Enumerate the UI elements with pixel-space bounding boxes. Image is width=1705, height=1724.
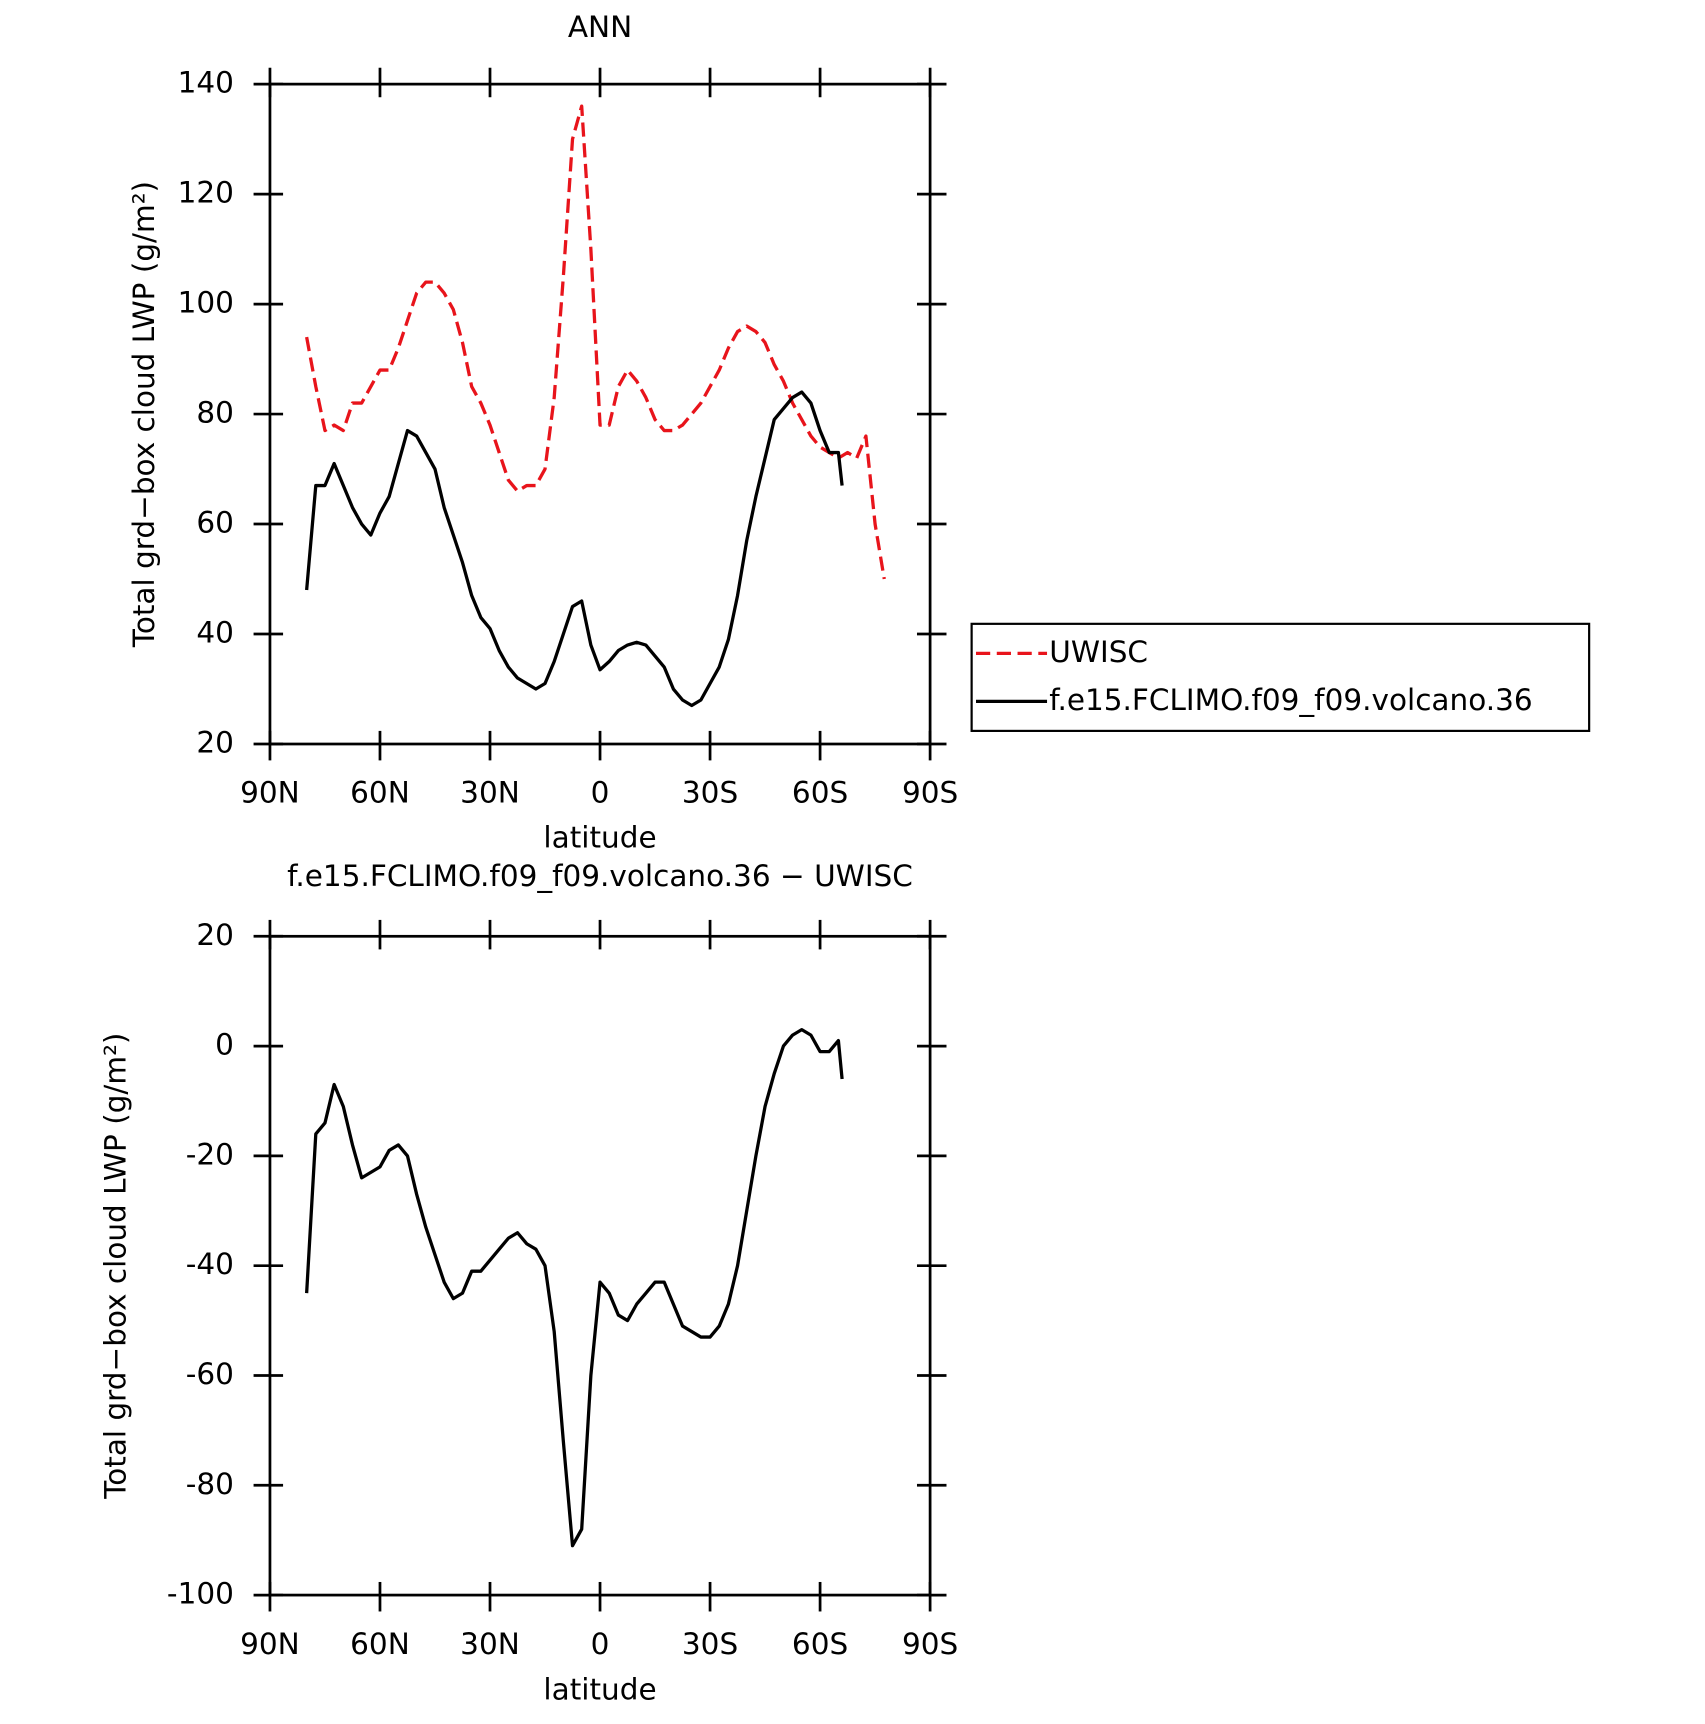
chart-title: ANN <box>568 10 632 44</box>
y-tick-label: 100 <box>178 286 234 320</box>
y-tick-label: 20 <box>196 918 234 952</box>
y-axis-label: Total grd−box cloud LWP (g/m²) <box>98 1033 132 1500</box>
x-tick-label: 60N <box>350 1627 410 1661</box>
legend-box <box>970 622 1591 732</box>
y-tick-label: 20 <box>196 726 234 760</box>
legend-label: UWISC <box>1049 635 1148 669</box>
x-axis-label: latitude <box>543 821 656 855</box>
y-tick-label: 80 <box>196 396 234 430</box>
y-tick-label: 120 <box>178 176 234 210</box>
data-line <box>305 104 886 580</box>
y-tick-label: -80 <box>186 1467 234 1501</box>
x-tick-label: 0 <box>591 1627 610 1661</box>
plot-frame <box>268 934 932 1597</box>
x-tick-label: 60N <box>350 776 410 810</box>
y-tick-label: 140 <box>178 66 234 100</box>
x-tick-label: 90N <box>240 776 300 810</box>
x-tick-label: 90S <box>902 1627 958 1661</box>
chart-title: f.e15.FCLIMO.f09_f09.volcano.36 − UWISC <box>287 859 913 893</box>
x-tick-label: 60S <box>792 776 848 810</box>
data-line <box>305 1027 844 1548</box>
x-tick-label: 30S <box>682 1627 738 1661</box>
x-tick-label: 30N <box>460 776 520 810</box>
x-tick-label: 30S <box>682 776 738 810</box>
y-tick-label: 40 <box>196 616 234 650</box>
y-tick-label: -100 <box>167 1577 234 1611</box>
y-tick-label: 60 <box>196 506 234 540</box>
x-tick-label: 90N <box>240 1627 300 1661</box>
x-axis-label: latitude <box>543 1673 656 1707</box>
y-tick-label: -20 <box>186 1137 234 1171</box>
legend-label: f.e15.FCLIMO.f09_f09.volcano.36 <box>1049 683 1532 717</box>
data-line <box>305 390 844 708</box>
y-tick-label: 0 <box>215 1028 234 1062</box>
x-tick-label: 0 <box>591 776 610 810</box>
x-tick-label: 90S <box>902 776 958 810</box>
x-tick-label: 30N <box>460 1627 520 1661</box>
y-axis-label: Total grd−box cloud LWP (g/m²) <box>127 181 161 648</box>
y-tick-label: -60 <box>186 1357 234 1391</box>
x-tick-label: 60S <box>792 1627 848 1661</box>
y-tick-label: -40 <box>186 1247 234 1281</box>
